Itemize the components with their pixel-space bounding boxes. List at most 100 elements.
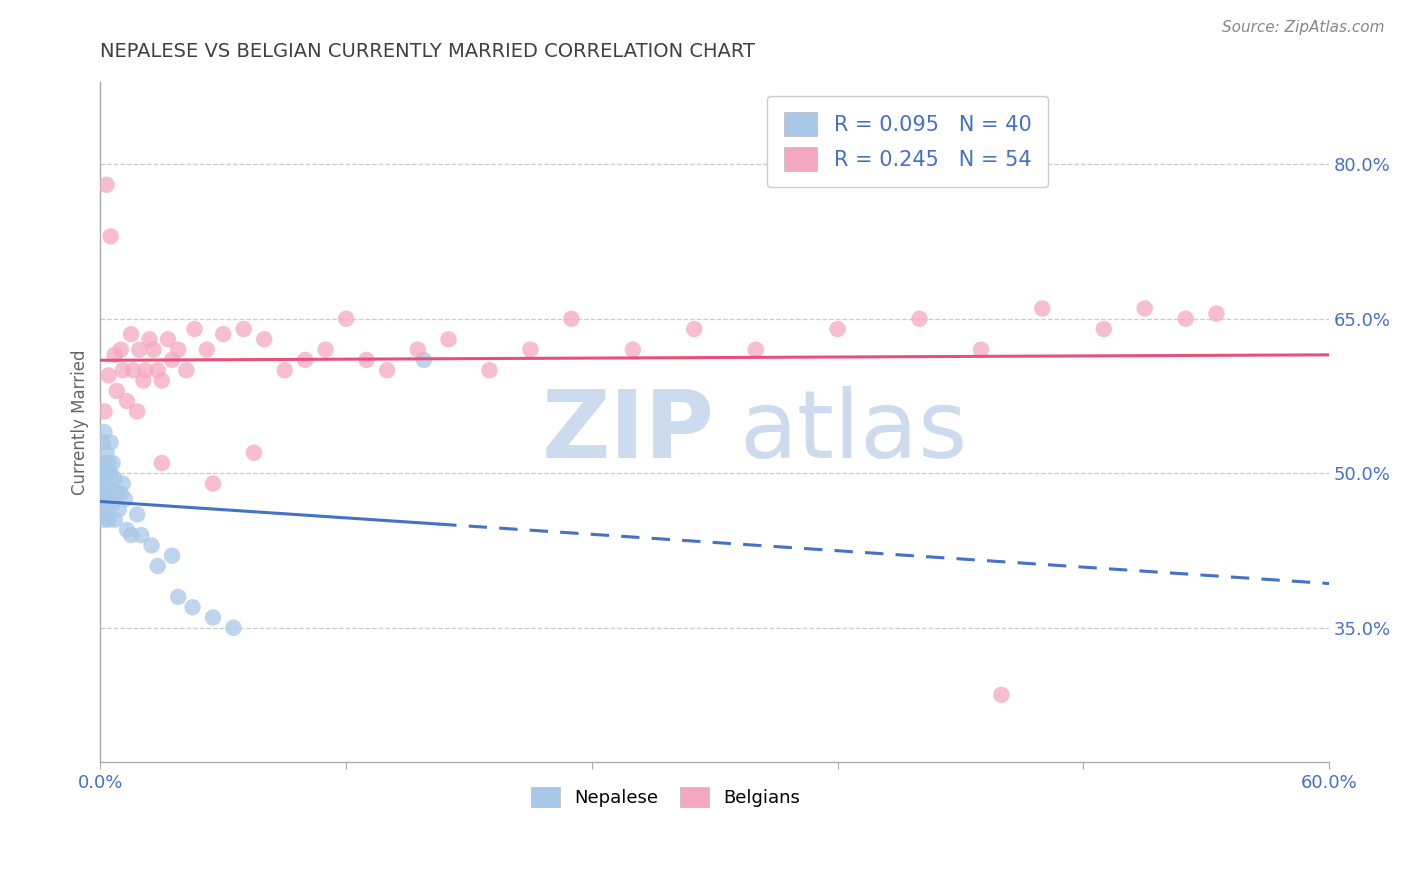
Point	[93, 513, 115, 527]
Point	[908, 311, 931, 326]
Point	[120, 327, 142, 342]
Point	[160, 353, 183, 368]
Point	[519, 343, 541, 357]
Point	[93, 461, 115, 475]
Point	[101, 497, 124, 511]
Text: NEPALESE VS BELGIAN CURRENTLY MARRIED CORRELATION CHART: NEPALESE VS BELGIAN CURRENTLY MARRIED CO…	[100, 42, 755, 61]
Point	[142, 343, 165, 357]
Point	[560, 311, 582, 326]
Point	[160, 549, 183, 563]
Point	[183, 322, 205, 336]
Point	[970, 343, 993, 357]
Point	[104, 471, 127, 485]
Point	[156, 332, 179, 346]
Point	[315, 343, 337, 357]
Point	[122, 363, 145, 377]
Point	[273, 363, 295, 377]
Point	[111, 476, 134, 491]
Point	[127, 404, 149, 418]
Point	[683, 322, 706, 336]
Point	[115, 523, 138, 537]
Point	[128, 343, 150, 357]
Point	[110, 487, 132, 501]
Point	[91, 491, 114, 506]
Point	[621, 343, 644, 357]
Text: atlas: atlas	[740, 386, 967, 478]
Point	[131, 528, 153, 542]
Point	[100, 435, 122, 450]
Point	[104, 513, 127, 527]
Point	[146, 363, 169, 377]
Point	[1174, 311, 1197, 326]
Point	[406, 343, 429, 357]
Point	[375, 363, 398, 377]
Point	[141, 538, 163, 552]
Legend: Nepalese, Belgians: Nepalese, Belgians	[523, 780, 807, 814]
Point	[91, 471, 114, 485]
Point	[138, 332, 160, 346]
Point	[150, 374, 173, 388]
Point	[100, 467, 122, 481]
Point	[127, 508, 149, 522]
Point	[294, 353, 316, 368]
Point	[478, 363, 501, 377]
Point	[91, 456, 114, 470]
Point	[222, 621, 245, 635]
Point	[96, 497, 118, 511]
Point	[412, 353, 434, 368]
Point	[195, 343, 218, 357]
Point	[115, 394, 138, 409]
Point	[253, 332, 276, 346]
Point	[91, 435, 114, 450]
Point	[1092, 322, 1115, 336]
Point	[105, 384, 128, 398]
Point	[101, 456, 124, 470]
Point	[114, 491, 136, 506]
Point	[212, 327, 235, 342]
Point	[167, 343, 190, 357]
Point	[744, 343, 766, 357]
Point	[100, 229, 122, 244]
Point	[97, 482, 120, 496]
Point	[134, 363, 156, 377]
Point	[990, 688, 1012, 702]
Point	[97, 513, 120, 527]
Point	[150, 456, 173, 470]
Point	[104, 348, 127, 362]
Point	[827, 322, 849, 336]
Point	[201, 476, 224, 491]
Point	[167, 590, 190, 604]
Point	[96, 445, 118, 459]
Point	[1205, 307, 1227, 321]
Point	[93, 425, 115, 439]
Point	[96, 178, 118, 192]
Point	[110, 343, 132, 357]
Point	[146, 559, 169, 574]
Point	[120, 528, 142, 542]
Point	[96, 476, 118, 491]
Point	[356, 353, 378, 368]
Point	[96, 467, 118, 481]
Point	[93, 404, 115, 418]
Text: Source: ZipAtlas.com: Source: ZipAtlas.com	[1222, 20, 1385, 35]
Text: ZIP: ZIP	[541, 386, 714, 478]
Point	[176, 363, 198, 377]
Point	[1133, 301, 1156, 316]
Point	[107, 502, 129, 516]
Point	[243, 445, 266, 459]
Point	[100, 491, 122, 506]
Point	[91, 508, 114, 522]
Point	[181, 600, 204, 615]
Point	[201, 610, 224, 624]
Point	[132, 374, 155, 388]
Point	[97, 368, 120, 383]
Point	[97, 456, 120, 470]
Point	[93, 487, 115, 501]
Point	[111, 363, 134, 377]
Point	[437, 332, 460, 346]
Point	[335, 311, 357, 326]
Point	[105, 487, 128, 501]
Point	[1031, 301, 1053, 316]
Point	[232, 322, 254, 336]
Y-axis label: Currently Married: Currently Married	[72, 349, 89, 494]
